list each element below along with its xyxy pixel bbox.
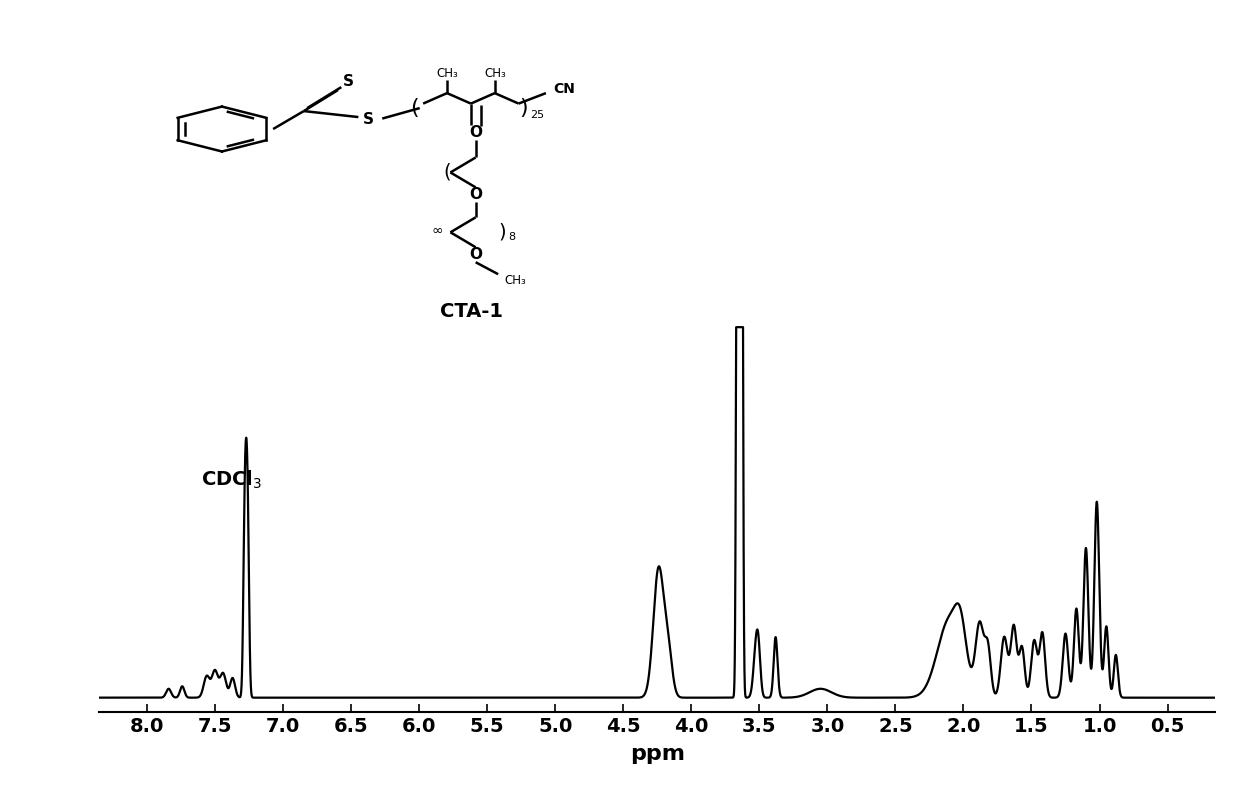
Text: CH₃: CH₃: [484, 67, 506, 80]
Text: S: S: [363, 112, 374, 127]
Text: CTA-1: CTA-1: [440, 302, 502, 321]
Text: CH₃: CH₃: [436, 67, 458, 80]
Text: 8: 8: [508, 232, 516, 243]
Text: O: O: [469, 125, 482, 139]
Text: CN: CN: [553, 82, 575, 95]
Text: CDCl$_3$: CDCl$_3$: [201, 468, 263, 491]
Text: (: (: [410, 98, 419, 118]
X-axis label: ppm: ppm: [630, 744, 684, 765]
Text: CH₃: CH₃: [505, 273, 526, 286]
Text: O: O: [469, 188, 482, 202]
Text: ): ): [520, 98, 528, 118]
Text: (: (: [443, 163, 450, 182]
Text: O: O: [469, 248, 482, 262]
Text: S: S: [342, 74, 353, 89]
Text: ): ): [498, 222, 506, 242]
Text: 25: 25: [529, 110, 544, 120]
Text: ∞: ∞: [432, 224, 443, 239]
